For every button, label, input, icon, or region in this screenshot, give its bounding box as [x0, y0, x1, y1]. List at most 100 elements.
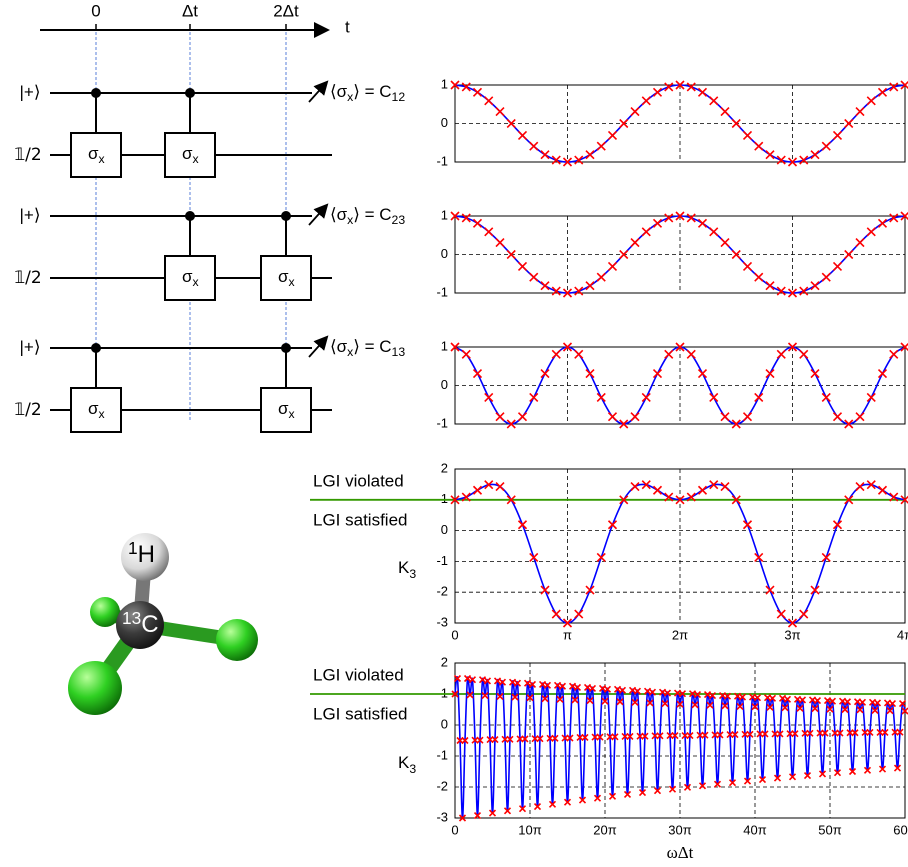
c-atom: [116, 601, 164, 649]
h-label-part: 1: [128, 538, 138, 558]
data-marker: [746, 730, 754, 738]
measure-label-part: 12: [392, 90, 406, 104]
data-marker: [863, 766, 872, 774]
data-marker: [728, 779, 737, 787]
data-marker: [461, 736, 469, 745]
target-label: 𝟙/2: [14, 145, 41, 165]
data-marker: [866, 480, 876, 490]
data-marker: [686, 82, 696, 92]
data-marker: [488, 809, 497, 817]
gate-label: σx: [88, 144, 105, 166]
gate-label-part: x: [99, 152, 105, 166]
data-marker: [676, 700, 684, 708]
control-dot: [281, 211, 291, 221]
data-marker: [731, 249, 741, 260]
data-marker: [484, 227, 494, 237]
data-marker: [781, 704, 789, 712]
data-marker: [498, 678, 507, 686]
data-marker: [593, 794, 602, 802]
data-marker: [686, 213, 696, 223]
data-marker: [776, 730, 784, 738]
data-marker: [451, 690, 459, 698]
data-marker: [799, 286, 809, 296]
data-marker: [832, 130, 843, 141]
data-marker: [877, 218, 888, 228]
data-marker: [664, 349, 674, 359]
cl-atom: [216, 619, 258, 661]
x-tick-label: 0: [451, 627, 458, 642]
gate-label-part: σ: [88, 399, 99, 418]
control-dot: [91, 88, 101, 98]
time-label: t: [345, 17, 350, 36]
data-marker: [529, 141, 539, 151]
data-marker: [832, 261, 843, 272]
data-marker: [476, 736, 484, 744]
data-marker: [796, 704, 804, 712]
data-marker: [671, 731, 679, 740]
data-marker: [731, 419, 741, 429]
data-marker: [866, 96, 876, 106]
data-marker: [633, 687, 642, 695]
data-marker: [529, 272, 539, 282]
data-marker: [693, 691, 702, 699]
data-marker: [641, 392, 651, 403]
control-dot: [185, 88, 195, 98]
data-marker: [513, 679, 522, 687]
data-marker: [761, 730, 769, 738]
data-marker: [585, 281, 595, 291]
data-marker: [720, 481, 730, 492]
y-tick-label: 0: [441, 246, 448, 261]
gate-label: σx: [88, 399, 105, 421]
data-marker: [619, 419, 629, 429]
data-marker: [720, 237, 730, 248]
data-marker: [562, 618, 573, 628]
data-marker: [766, 703, 774, 711]
gate-label-part: x: [99, 407, 105, 421]
data-marker: [626, 732, 634, 741]
data-marker: [701, 731, 709, 739]
x-tick-label: 10π: [518, 822, 541, 837]
data-marker: [686, 492, 696, 502]
data-marker: [663, 689, 672, 697]
y-tick-label: 1: [441, 76, 448, 91]
h-label: 1H: [128, 538, 155, 569]
data-marker: [731, 495, 741, 505]
cl-atom: [90, 597, 120, 627]
data-marker: [803, 771, 812, 780]
data-marker: [566, 734, 574, 742]
x-tick-label: 20π: [593, 822, 616, 837]
data-marker: [573, 683, 582, 692]
data-marker: [641, 732, 649, 740]
data-marker: [526, 694, 534, 702]
h-label-part: H: [138, 541, 155, 568]
y-tick-label: 2: [441, 460, 448, 475]
data-marker: [540, 150, 550, 160]
measure-label: ⟨σx⟩ = C13: [330, 337, 405, 359]
data-marker: [562, 288, 573, 298]
gate: [70, 387, 122, 433]
data-marker: [646, 699, 654, 707]
data-marker: [709, 480, 719, 490]
data-marker: [585, 368, 595, 379]
data-marker: [563, 798, 572, 806]
data-marker: [523, 679, 532, 687]
data-marker: [836, 729, 844, 737]
measure-label-part: ⟩ = C: [353, 337, 391, 356]
gate-label: σx: [278, 399, 295, 421]
measure-label: ⟨σx⟩ = C12: [330, 82, 405, 104]
data-marker: [568, 682, 577, 690]
data-marker: [603, 685, 612, 693]
molecule: [68, 533, 258, 715]
data-marker: [461, 349, 471, 359]
data-marker: [877, 485, 888, 495]
y-tick-label: 0: [441, 115, 448, 130]
data-marker: [468, 676, 477, 684]
data-marker: [888, 700, 897, 708]
data-marker: [517, 130, 528, 141]
gate-label-part: x: [193, 152, 199, 166]
data-marker: [731, 731, 739, 739]
time-tick-label: Δt: [182, 1, 198, 20]
data-marker: [586, 696, 594, 705]
